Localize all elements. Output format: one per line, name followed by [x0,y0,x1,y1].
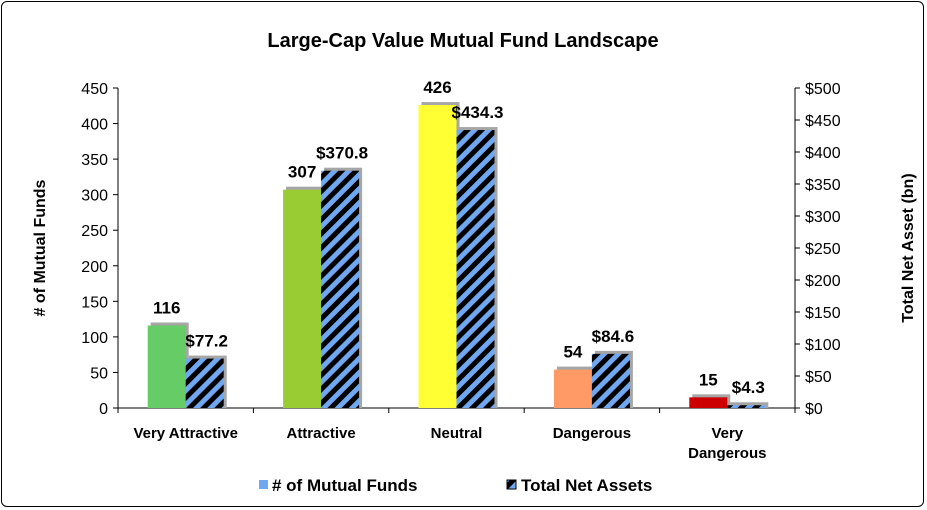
data-label-assets: $84.6 [592,327,635,346]
data-label-assets: $77.2 [185,332,228,351]
y-left-tick-label: 400 [81,117,108,134]
y-left-tick-label: 100 [81,330,108,347]
legend: # of Mutual Funds Total Net Assets [259,476,652,495]
chart-title: Large-Cap Value Mutual Fund Landscape [267,30,658,52]
category-label: Dangerous [553,425,631,442]
y-left-tick-label: 150 [81,294,108,311]
legend-label-funds: # of Mutual Funds [272,476,417,495]
y-right-tick-label: $450 [805,113,841,130]
bar-assets [185,358,224,408]
data-labels: 116 $77.2 307$370.8 426$434.3 54 $84.6 15 $4.3 [153,78,765,397]
y-right-tick-label: $50 [805,369,832,386]
y-left-tick-label: 0 [99,401,108,418]
data-label-assets: $4.3 [732,378,765,397]
bar-funds [689,397,728,408]
y-right-tick-label: $150 [805,305,841,322]
y-axis-right-label: Total Net Asset (bn) [900,173,917,322]
y-left-tick-label: 250 [81,223,108,240]
y-left-tick-label: 50 [90,365,108,382]
bars [147,102,769,409]
bar-funds [147,325,186,408]
y-left-tick-label: 200 [81,259,108,276]
y-left-tick-label: 450 [81,81,108,98]
y-right-tick-label: $250 [805,241,841,258]
data-label-funds: 54 [563,343,582,362]
axes: 0 50 100 150 200 250 300 350 400 450 $0 $50 $100 $150… [81,81,840,418]
category-label: Dangerous [688,445,766,462]
y-right-tick-label: $400 [805,145,841,162]
category-label: Very [711,425,743,442]
category-labels: Very Attractive Attractive Neutral Dangerou… [133,425,766,462]
y-right-tick-label: $100 [805,337,841,354]
data-label-funds: 116 [153,299,180,318]
data-label-funds: 307 [288,163,316,182]
bar-assets [321,170,360,408]
y-right-tick-label: $350 [805,177,841,194]
bar-assets [591,353,630,408]
category-label: Very Attractive [133,425,238,442]
legend-swatch-funds [259,480,268,489]
y-left-tick-label: 350 [81,152,108,169]
bar-funds [283,189,322,408]
data-label-assets: $434.3 [452,103,504,122]
bar-assets [456,130,495,408]
bar-assets [727,405,766,408]
y-left-tick-label: 300 [81,188,108,205]
bar-funds [418,105,457,409]
data-label-funds: 15 [699,370,718,389]
y-axis-left-label: # of Mutual Funds [32,179,49,316]
y-right-tick-label: $200 [805,273,841,290]
bar-funds [553,369,592,408]
data-label-funds: 426 [423,78,451,97]
category-label: Attractive [286,425,355,442]
legend-label-assets: Total Net Assets [521,476,652,495]
y-right-tick-label: $0 [805,401,823,418]
category-label: Neutral [431,425,483,442]
y-right-tick-label: $300 [805,209,841,226]
bar-shadow [730,402,769,408]
data-label-assets: $370.8 [316,144,368,163]
legend-swatch-assets [506,479,517,490]
y-right-tick-label: $500 [805,81,841,98]
